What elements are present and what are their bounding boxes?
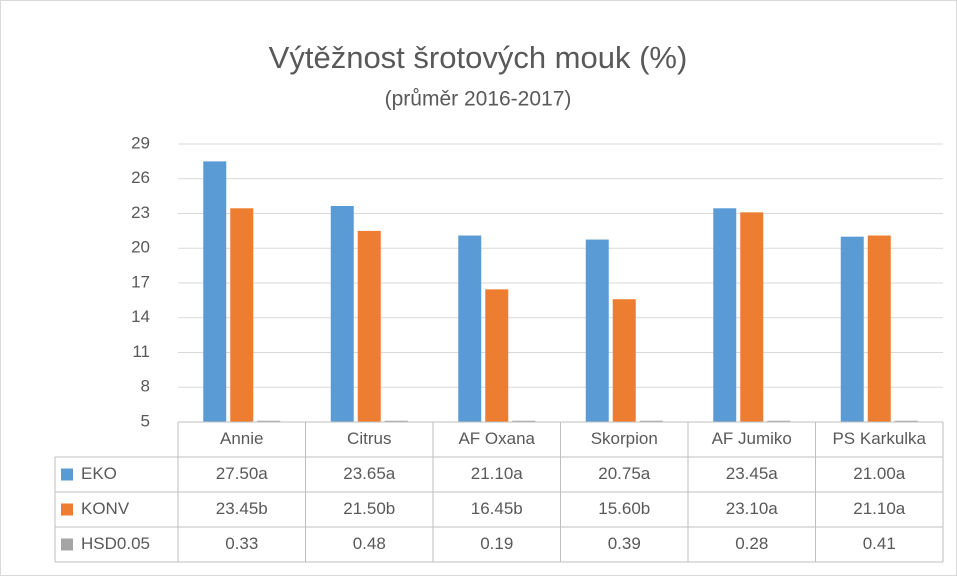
y-tick-label: 11 (132, 342, 150, 361)
y-tick-label: 20 (131, 238, 150, 257)
y-tick-label: 29 (131, 133, 150, 152)
legend-key (61, 468, 73, 481)
bar (585, 239, 609, 422)
y-tick-label: 26 (131, 168, 150, 187)
legend-label: KONV (81, 499, 130, 518)
legend-key (61, 538, 73, 551)
table-cell: 23.65a (343, 464, 396, 483)
bar (203, 161, 227, 422)
x-tick-label: AF Oxana (458, 429, 535, 448)
bar (713, 208, 737, 422)
bar (612, 299, 636, 422)
chart-title: Výtěžnost šrotových mouk (%) (269, 40, 688, 75)
bar (485, 289, 509, 422)
y-tick-label: 14 (131, 307, 150, 326)
table-cell: 21.50b (343, 499, 395, 518)
table-cell: 0.19 (480, 534, 513, 553)
bar (867, 235, 891, 422)
y-tick-label: 17 (131, 272, 150, 291)
bars (203, 161, 891, 422)
table-cell: 0.39 (608, 534, 641, 553)
x-tick-label: Annie (220, 429, 263, 448)
table-cell: 0.28 (735, 534, 768, 553)
table-cell: 23.45a (726, 464, 779, 483)
table-cell: 21.10a (471, 464, 524, 483)
bar (840, 236, 864, 422)
table-cell: 23.45b (216, 499, 268, 518)
chart-subtitle: (průměr 2016-2017) (385, 88, 572, 111)
bar (458, 235, 482, 422)
bar (330, 205, 354, 422)
x-tick-label: PS Karkulka (832, 429, 926, 448)
legend-label: EKO (81, 464, 117, 483)
legend-label: HSD0.05 (81, 534, 150, 553)
table-cell: 15.60b (598, 499, 650, 518)
bar (230, 208, 254, 422)
y-tick-label: 8 (141, 377, 150, 396)
table-cell: 16.45b (471, 499, 523, 518)
table-cell: 23.10a (726, 499, 779, 518)
legend-key (61, 503, 73, 516)
x-tick-label: AF Jumiko (712, 429, 792, 448)
table-cell: 21.00a (853, 464, 906, 483)
x-tick-label: Citrus (347, 429, 391, 448)
table-cell: 20.75a (598, 464, 651, 483)
y-tick-label: 23 (131, 203, 150, 222)
table-cell: 27.50a (216, 464, 269, 483)
bar (740, 212, 764, 422)
table-cell: 0.41 (863, 534, 896, 553)
table-cell: 21.10a (853, 499, 906, 518)
table-cell: 0.48 (353, 534, 386, 553)
y-tick-label: 5 (141, 411, 150, 430)
table-cell: 0.33 (225, 534, 258, 553)
bar (357, 230, 381, 422)
x-tick-label: Skorpion (591, 429, 658, 448)
